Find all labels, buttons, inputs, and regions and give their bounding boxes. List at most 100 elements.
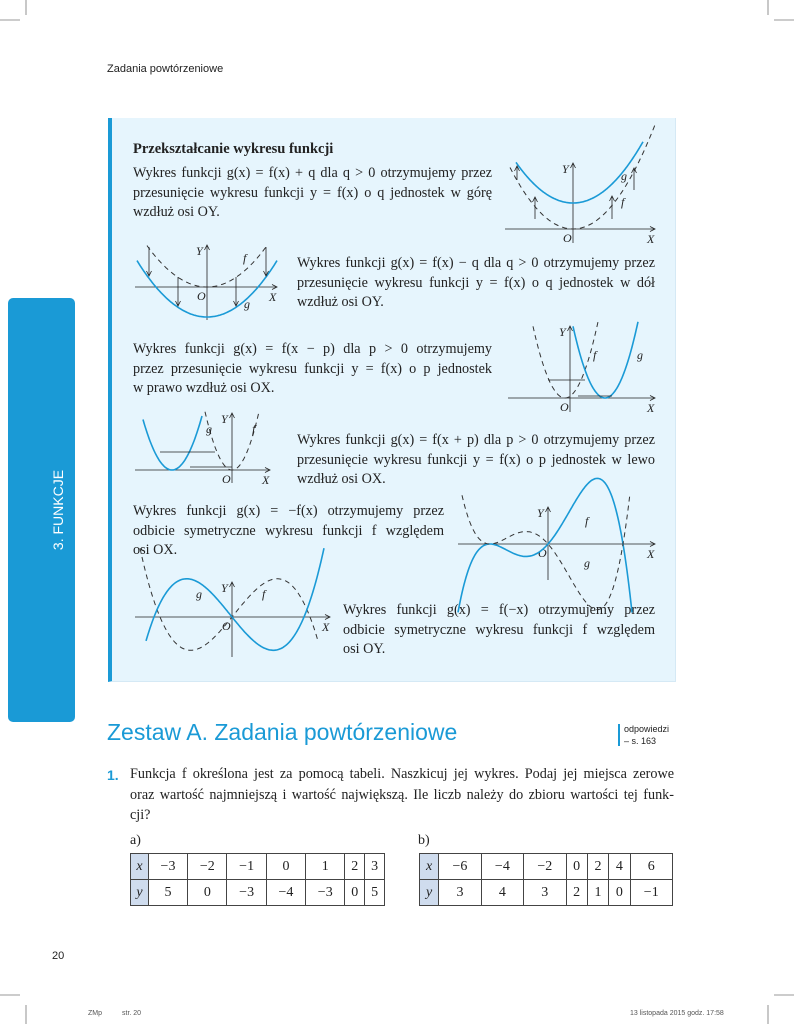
x-axis-arrow — [324, 614, 331, 620]
box-paragraph-line: w prawo wzdłuż osi OX. — [133, 380, 275, 396]
table-a-label: a) — [130, 833, 141, 848]
origin-label: O — [197, 289, 206, 303]
table-cell: −6 — [438, 853, 482, 880]
table-cell: 3 — [523, 879, 567, 906]
box-paragraph-line: odbicie symetryczne wykresu funkcji f wz… — [343, 621, 655, 638]
graph-g — [142, 415, 203, 471]
origin-label: O — [538, 546, 547, 560]
row-header: y — [130, 879, 149, 906]
graph-f-dashed — [461, 493, 631, 611]
table-cell: 2 — [586, 853, 610, 880]
chapter-tab — [8, 298, 75, 722]
f-label: f — [585, 514, 590, 528]
box-paragraph-line: przesunięcie wykresu funkcji y = f(x) o … — [297, 451, 655, 468]
table-row-y: y 3 4 3 2 1 0 −1 — [418, 879, 673, 906]
table-cell: −1 — [629, 879, 673, 906]
table-cell: 2 — [565, 879, 588, 906]
origin-label: O — [222, 472, 231, 486]
shift-arrow-head — [532, 196, 538, 203]
table-cell: 3 — [438, 879, 482, 906]
y-axis-label: Y — [196, 244, 204, 258]
row-header: y — [418, 879, 440, 906]
graph-f-dashed — [139, 548, 319, 651]
x-axis-arrow — [649, 226, 656, 232]
table-cell: 4 — [608, 853, 631, 880]
task-text-line: oraz wartość najmniejszą i wartość najwi… — [130, 787, 674, 803]
table-cell: 1 — [305, 853, 346, 880]
row-header: x — [418, 853, 440, 880]
box-title: Przekształcanie wykresu funkcji — [133, 141, 334, 157]
table-cell: 5 — [364, 879, 385, 906]
graph-f-dashed — [509, 124, 656, 230]
box-paragraph-line: wzdłuż osi OY. — [297, 294, 384, 310]
x-axis-label: X — [646, 401, 655, 415]
table-cell: −4 — [265, 879, 307, 906]
table-a: x −3 −2 −1 0 1 2 3 y 5 0 −3 −4 −3 0 5 — [130, 853, 385, 906]
origin-label: O — [563, 231, 572, 245]
graph-f-dashed — [532, 321, 599, 399]
shift-arrow-head — [263, 270, 269, 277]
shift-arrow-head — [609, 195, 615, 202]
y-axis-arrow — [229, 581, 235, 588]
y-axis-arrow — [204, 244, 210, 251]
table-cell: −3 — [305, 879, 346, 906]
x-axis-arrow — [271, 284, 278, 290]
g-label: g — [206, 422, 212, 436]
table-cell: −4 — [480, 853, 525, 880]
f-label: f — [593, 348, 598, 362]
table-row-y: y 5 0 −3 −4 −3 0 5 — [130, 879, 385, 906]
origin-label: O — [560, 400, 569, 414]
footer-page-ref: str. 20 — [122, 1010, 142, 1017]
shift-arrow-head — [233, 300, 239, 307]
page-number: 20 — [52, 950, 65, 962]
footer-code: ZMp — [88, 1010, 102, 1017]
box-paragraph-line: Wykres funkcji g(x) = −f(x) otrzymujemy … — [133, 503, 444, 519]
x-axis-label: X — [646, 232, 655, 246]
answers-note: odpowiedzi — [624, 724, 670, 734]
box-paragraph-line: wzdłuż osi OY. — [133, 204, 220, 220]
y-axis-label: Y — [562, 162, 570, 176]
row-header: x — [130, 853, 149, 880]
origin-label: O — [222, 619, 231, 633]
graph-g — [572, 321, 639, 399]
table-b-label: b) — [418, 833, 430, 848]
table-cell: 0 — [187, 879, 228, 906]
box-paragraph-line: osi OY. — [343, 641, 386, 657]
x-axis-label: X — [646, 547, 655, 561]
box-paragraph-line: przesunięcie wykresu funkcji y = f(x) o … — [297, 274, 655, 291]
table-cell: 3 — [364, 853, 385, 880]
shift-arrow-head — [514, 165, 520, 172]
y-axis-label: Y — [221, 412, 229, 426]
box-paragraph-line: Wykres funkcji g(x) = f(x + p) dla p > 0… — [297, 432, 655, 448]
x-axis-label: X — [321, 620, 330, 634]
y-axis-arrow — [570, 162, 576, 169]
y-axis-label: Y — [537, 506, 545, 520]
box-paragraph-line: przez przesunięcie wykresu funkcji y = f… — [133, 360, 492, 377]
graph-g — [457, 477, 633, 613]
box-paragraph-line: odbicie symetryczne wykresu funkcji f wz… — [133, 522, 444, 539]
graph-f-dashed — [146, 245, 268, 288]
section-title: Zestaw A. Zadania powtórzeniowe — [107, 719, 458, 745]
y-axis-label: Y — [559, 325, 567, 339]
table-cell: 0 — [344, 879, 366, 906]
g-label: g — [637, 348, 643, 362]
table-cell: −1 — [226, 853, 267, 880]
shift-arrow-head — [175, 300, 181, 307]
answers-marker — [618, 724, 620, 746]
box-paragraph-line: osi OX. — [133, 542, 178, 558]
task-text-line: cji? — [130, 807, 151, 823]
footer-timestamp: 13 listopada 2015 godz. 17:58 — [630, 1010, 724, 1017]
table-cell: 0 — [565, 853, 588, 880]
y-axis-arrow — [229, 412, 235, 419]
table-cell: 6 — [629, 853, 673, 880]
graph-f-dashed — [204, 411, 260, 471]
table-row-x: x −3 −2 −1 0 1 2 3 — [130, 853, 385, 880]
answers-page: – s. 163 — [624, 736, 657, 746]
task-text-line: Funkcja f określona jest za pomocą tabel… — [130, 766, 674, 782]
f-label: f — [621, 195, 626, 209]
table-b: x −6 −4 −2 0 2 4 6 y 3 4 3 2 1 0 −1 — [418, 853, 673, 906]
y-axis-arrow — [545, 506, 551, 513]
g-label: g — [584, 556, 590, 570]
